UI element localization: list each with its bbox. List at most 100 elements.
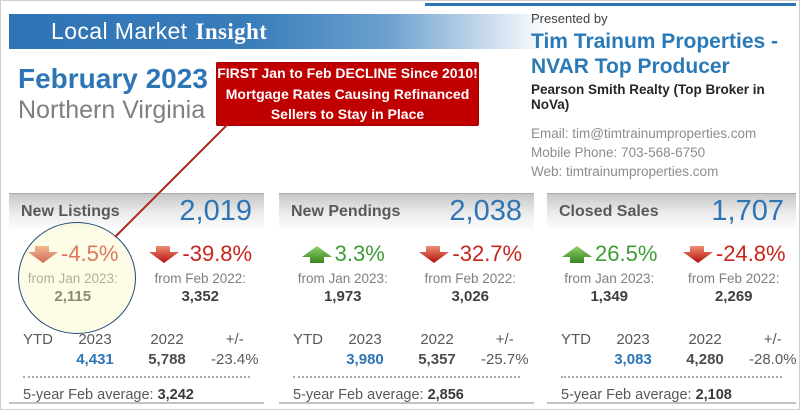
top-blue-rule (425, 3, 796, 6)
avg-label: 5-year Feb average: (293, 387, 424, 403)
ytd-diff-value: -28.0% (749, 351, 797, 368)
ytd-year2-value: 5,357 (418, 351, 456, 368)
ytd-year1-header: 2023 (78, 331, 112, 348)
callout-line: Mortgage Rates Causing Refinanced (225, 85, 470, 102)
stat-year-over-year: -39.8% from Feb 2022: 3,352 (137, 241, 265, 305)
region-subtitle: Northern Virginia (18, 96, 206, 124)
ytd-table: YTD 2023 2022 +/- 3,980 5,357 -25.7% (279, 331, 534, 368)
ytd-table: YTD 2023 2022 +/- 4,431 5,788 -23.4% (9, 331, 264, 368)
panel-header: Closed Sales 1,707 (547, 193, 796, 229)
ytd-diff-value: -25.7% (481, 351, 529, 368)
ytd-label: YTD (561, 331, 591, 348)
ytd-year2-value: 5,788 (148, 351, 186, 368)
yoy-percent: -39.8% (182, 241, 253, 266)
five-year-average: 5-year Feb average: 2,856 (279, 378, 534, 403)
yoy-value: 2,269 (714, 288, 753, 305)
mom-value: 2,115 (54, 288, 92, 305)
yoy-label: from Feb 2022: (154, 271, 247, 286)
panel-title: Closed Sales (559, 202, 659, 220)
presenter-name-line2: NVAR Top Producer (531, 55, 730, 78)
mom-value: 1,349 (590, 288, 629, 305)
ytd-diff-header: +/- (763, 331, 782, 348)
stat-month-over-month: 3.3% from Jan 2023: 1,973 (279, 241, 407, 305)
banner-title-accent: Insight (195, 18, 268, 44)
down-arrow-icon (28, 245, 58, 263)
ytd-year1-value: 3,083 (614, 351, 652, 368)
ytd-diff-header: +/- (495, 331, 514, 348)
report-banner: Local Market Insight (9, 14, 549, 49)
panel-header: New Listings 2,019 (9, 193, 264, 229)
panel-header: New Pendings 2,038 (279, 193, 534, 229)
ytd-year2-header: 2022 (150, 331, 184, 348)
callout-line: Sellers to Stay in Place (270, 106, 425, 123)
stats-row: 26.5% from Jan 2023: 1,349 -24.8% from F… (547, 241, 796, 305)
ytd-label: YTD (293, 331, 323, 348)
email-line: Email: tim@timtrainumproperties.com (531, 126, 757, 141)
mom-label: from Jan 2023: (564, 271, 655, 286)
stat-year-over-year: -32.7% from Feb 2022: 3,026 (407, 241, 535, 305)
stats-row: 3.3% from Jan 2023: 1,973 -32.7% from Fe… (279, 241, 534, 305)
down-arrow-icon (149, 245, 180, 263)
stat-month-over-month: -4.5% from Jan 2023: 2,115 (9, 241, 137, 305)
ytd-year2-header: 2022 (688, 331, 722, 348)
ytd-year2-header: 2022 (420, 331, 454, 348)
ytd-year1-header: 2023 (348, 331, 382, 348)
down-arrow-icon (419, 245, 450, 263)
ytd-label: YTD (23, 331, 53, 348)
panel-title: New Listings (21, 202, 120, 220)
avg-label: 5-year Feb average: (561, 387, 692, 403)
ytd-diff-header: +/- (225, 331, 244, 348)
report-period: February 2023 Northern Virginia (18, 62, 208, 126)
dotted-divider (561, 376, 782, 378)
down-arrow-icon (682, 245, 713, 263)
panel-closed-sales: Closed Sales 1,707 26.5% from Jan 2023: … (547, 193, 797, 404)
ytd-diff-value: -23.4% (211, 351, 259, 368)
panel-big-value: 2,019 (179, 195, 252, 227)
ytd-year1-value: 4,431 (76, 351, 114, 368)
panel-new-listings: New Listings 2,019 -4.5% from Jan 2023: … (9, 193, 264, 404)
yoy-percent: -32.7% (452, 241, 523, 266)
panel-big-value: 2,038 (449, 195, 522, 227)
panel-title: New Pendings (291, 202, 401, 220)
stats-row: -4.5% from Jan 2023: 2,115 -39.8% from F… (9, 241, 264, 305)
ytd-table: YTD 2023 2022 +/- 3,083 4,280 -28.0% (547, 331, 797, 368)
mom-percent: 3.3% (334, 241, 385, 266)
ytd-year2-value: 4,280 (686, 351, 724, 368)
avg-label: 5-year Feb average: (23, 387, 154, 403)
banner-title: Local Market (51, 18, 188, 44)
avg-value: 2,108 (695, 387, 732, 403)
presented-by-label: Presented by (531, 11, 608, 26)
page-title: February 2023 (18, 63, 208, 94)
brokerage-line: Pearson Smith Realty (Top Broker in NoVa… (531, 82, 765, 112)
web-line: Web: timtrainumproperties.com (531, 164, 719, 179)
mom-value: 1,973 (323, 288, 362, 305)
mom-label: from Jan 2023: (27, 271, 118, 286)
avg-value: 3,242 (157, 387, 194, 403)
ytd-year1-value: 3,980 (346, 351, 384, 368)
mom-percent: 26.5% (595, 241, 658, 266)
five-year-average: 5-year Feb average: 3,242 (9, 378, 264, 403)
contact-block: Email: tim@timtrainumproperties.com Mobi… (531, 124, 797, 181)
up-arrow-icon (301, 245, 332, 263)
avg-value: 2,856 (427, 387, 464, 403)
ytd-year1-header: 2023 (616, 331, 650, 348)
dotted-divider (23, 376, 250, 378)
yoy-label: from Feb 2022: (687, 271, 780, 286)
up-arrow-icon (562, 245, 593, 263)
callout-box: FIRST Jan to Feb DECLINE Since 2010! Mor… (216, 62, 479, 126)
yoy-value: 3,352 (181, 288, 220, 305)
yoy-percent: -24.8% (715, 241, 786, 266)
dotted-divider (293, 376, 520, 378)
yoy-value: 3,026 (451, 288, 490, 305)
callout-line: FIRST Jan to Feb DECLINE Since 2010! (217, 65, 478, 82)
mom-label: from Jan 2023: (297, 271, 388, 286)
phone-line: Mobile Phone: 703-568-6750 (531, 145, 706, 160)
panel-new-pendings: New Pendings 2,038 3.3% from Jan 2023: 1… (279, 193, 534, 404)
panel-big-value: 1,707 (711, 195, 784, 227)
stat-month-over-month: 26.5% from Jan 2023: 1,349 (547, 241, 672, 305)
presenter-block: Presented by Tim Trainum Properties - NV… (531, 11, 797, 181)
stat-year-over-year: -24.8% from Feb 2022: 2,269 (672, 241, 797, 305)
five-year-average: 5-year Feb average: 2,108 (547, 378, 796, 403)
presenter-name-line1: Tim Trainum Properties - (531, 30, 779, 53)
